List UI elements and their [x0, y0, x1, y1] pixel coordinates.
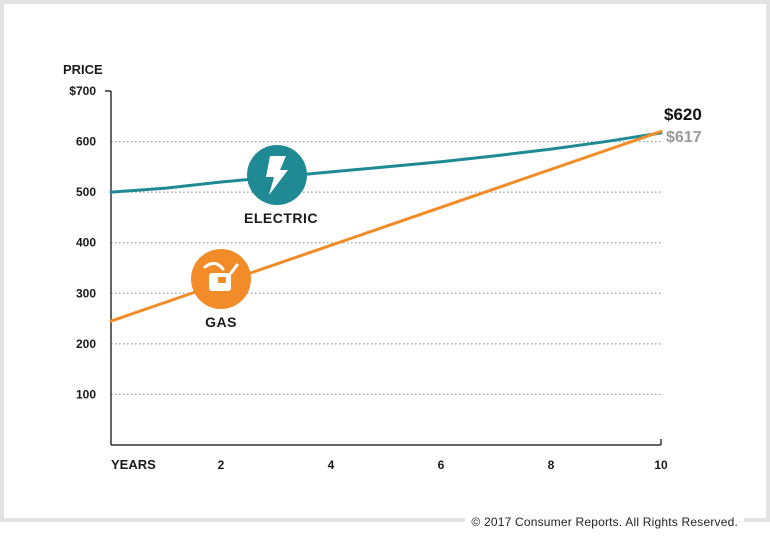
- series-marker-electric: ELECTRIC: [244, 145, 318, 226]
- lightning-bolt-shape: [266, 156, 288, 195]
- x-tick-label: 4: [328, 458, 335, 472]
- series-name-label-gas: GAS: [205, 314, 237, 330]
- end-value-label-gas: $620: [664, 105, 702, 124]
- series-marker-gas: GAS: [191, 249, 251, 330]
- series-markers: $617 $620 ELECTRIC GAS: [191, 105, 702, 330]
- gas-can-handle: [203, 262, 225, 271]
- frame-border-bottom: [0, 518, 770, 522]
- lightning-bolt-icon: [266, 156, 288, 195]
- gas-can-label-hole: [218, 277, 226, 283]
- tick-labels: PRICE 100 200 300 400 500 600 $700 YEARS 2 4 6 8 10: [63, 62, 668, 472]
- axes: [105, 90, 662, 446]
- x-tick-label: 10: [654, 458, 668, 472]
- copyright-notice: © 2017 Consumer Reports. All Rights Rese…: [465, 513, 744, 531]
- frame-border-right: [766, 0, 770, 522]
- y-tick-label: 500: [76, 185, 96, 199]
- series-name-label-electric: ELECTRIC: [244, 210, 318, 226]
- series-line-gas: [109, 129, 663, 323]
- y-axis-title: PRICE: [63, 62, 103, 77]
- y-tick-label: 600: [76, 135, 96, 149]
- x-axis-title: YEARS: [111, 457, 156, 472]
- x-tick-label: 6: [438, 458, 445, 472]
- y-tick-label: 300: [76, 286, 96, 300]
- y-tick-label: 100: [76, 387, 96, 401]
- gas-can-spout: [229, 263, 239, 275]
- series-lines: [109, 129, 663, 323]
- end-value-label-electric: $617: [666, 129, 702, 146]
- series-line-electric: [109, 131, 663, 194]
- x-tick-label: 8: [548, 458, 555, 472]
- frame-border-top: [0, 0, 770, 4]
- y-tick-label: 400: [76, 236, 96, 250]
- y-tick-label: 200: [76, 337, 96, 351]
- gas-can-icon: [203, 262, 239, 291]
- frame-border-left: [0, 0, 4, 522]
- x-tick-label: 2: [218, 458, 225, 472]
- y-tick-label: $700: [69, 84, 96, 98]
